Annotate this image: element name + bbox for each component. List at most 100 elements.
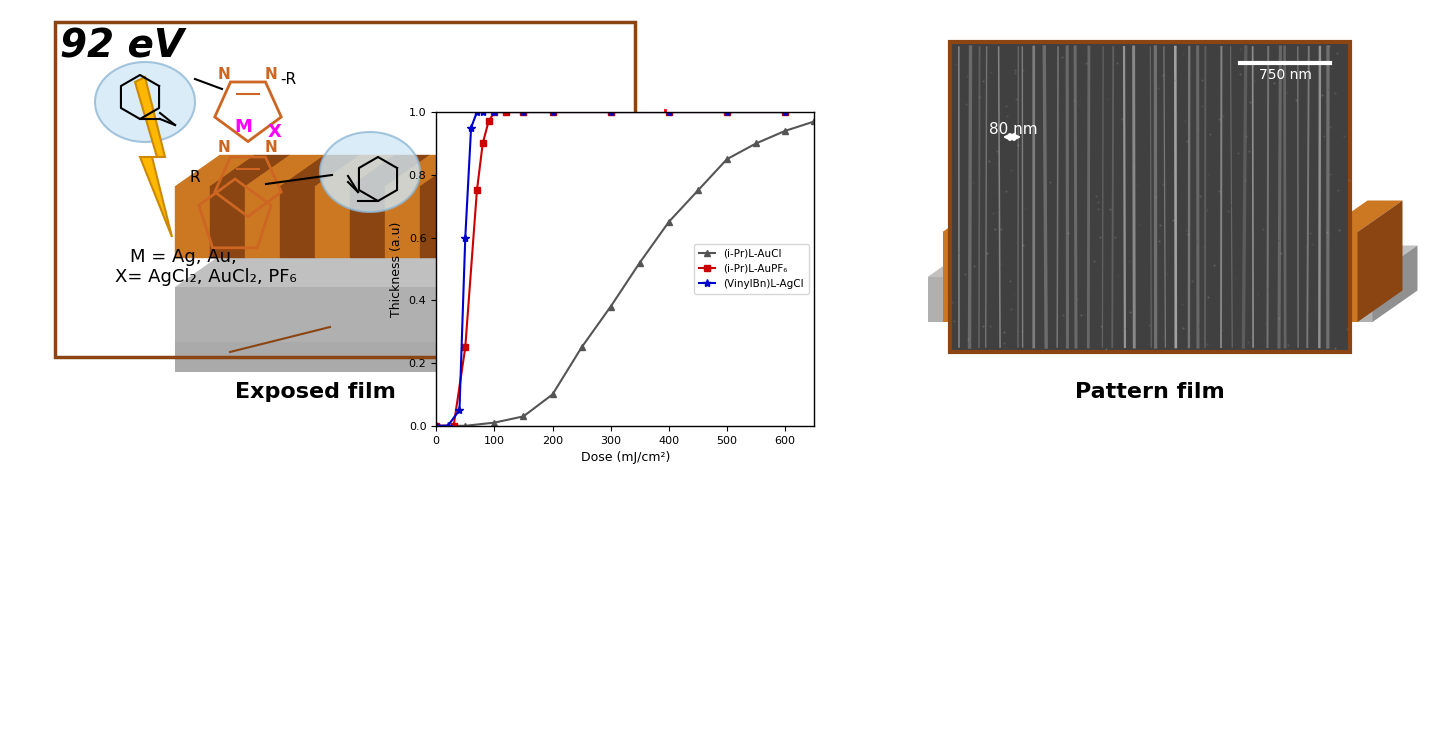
(VinylBn)L-AgCl [462, 123, 480, 132]
Y-axis label: Thickness (a.u): Thickness (a.u) [390, 221, 403, 317]
(i-Pr)L-AuPF₆ [602, 108, 619, 117]
(i-Pr)L-AuPF₆ [660, 108, 678, 117]
(VinylBn)L-AgCl [439, 421, 457, 430]
Polygon shape [1133, 200, 1213, 232]
Polygon shape [246, 187, 281, 257]
Polygon shape [1373, 246, 1418, 322]
Circle shape [683, 296, 715, 328]
(i-Pr)L-AuCl [427, 421, 445, 430]
Polygon shape [350, 187, 385, 257]
Polygon shape [174, 187, 209, 257]
Polygon shape [209, 187, 246, 257]
Polygon shape [385, 155, 465, 187]
Polygon shape [385, 187, 420, 257]
Polygon shape [455, 255, 500, 342]
Polygon shape [174, 317, 455, 372]
(i-Pr)L-AuPF₆ [486, 108, 503, 117]
Ellipse shape [320, 132, 420, 212]
Text: N: N [265, 67, 278, 82]
(VinylBn)L-AgCl [468, 108, 486, 117]
Line: (i-Pr)L-AuPF₆: (i-Pr)L-AuPF₆ [433, 109, 788, 429]
Polygon shape [246, 155, 326, 187]
(i-Pr)L-AuCl [457, 421, 474, 430]
(VinylBn)L-AgCl [486, 108, 503, 117]
(i-Pr)L-AuPF₆ [497, 108, 515, 117]
Text: -R: -R [281, 72, 297, 87]
Text: 92 eV: 92 eV [60, 27, 185, 65]
Polygon shape [420, 187, 455, 257]
Polygon shape [174, 155, 254, 187]
Polygon shape [420, 155, 500, 187]
(VinylBn)L-AgCl [718, 108, 736, 117]
(i-Pr)L-AuCl [689, 186, 707, 195]
Line: (i-Pr)L-AuCl: (i-Pr)L-AuCl [433, 119, 817, 429]
Text: N: N [218, 140, 231, 155]
(i-Pr)L-AuPF₆ [445, 421, 462, 430]
Polygon shape [1323, 232, 1358, 322]
Legend: (i-Pr)L-AuCl, (i-Pr)L-AuPF₆, (VinylBn)L-AgCl: (i-Pr)L-AuCl, (i-Pr)L-AuPF₆, (VinylBn)L-… [694, 244, 808, 294]
Polygon shape [316, 187, 350, 257]
(i-Pr)L-AuPF₆ [718, 108, 736, 117]
(VinylBn)L-AgCl [660, 108, 678, 117]
Text: M = Ag, Au,: M = Ag, Au, [129, 248, 237, 266]
(i-Pr)L-AuPF₆ [468, 186, 486, 195]
(VinylBn)L-AgCl [776, 108, 794, 117]
(i-Pr)L-AuCl [573, 343, 590, 352]
(VinylBn)L-AgCl [515, 108, 532, 117]
Polygon shape [1227, 200, 1307, 232]
Text: N: N [218, 67, 231, 82]
Polygon shape [664, 227, 790, 287]
(i-Pr)L-AuCl [747, 139, 765, 148]
(i-Pr)L-AuPF₆ [427, 421, 445, 430]
Polygon shape [928, 246, 1418, 277]
(VinylBn)L-AgCl [451, 406, 468, 415]
FancyBboxPatch shape [688, 142, 712, 312]
(i-Pr)L-AuCl [486, 418, 503, 427]
Polygon shape [1262, 200, 1307, 322]
(VinylBn)L-AgCl [544, 108, 561, 117]
Polygon shape [174, 287, 455, 342]
(i-Pr)L-AuPF₆ [544, 108, 561, 117]
X-axis label: Dose (mJ/cm²): Dose (mJ/cm²) [580, 451, 670, 464]
Polygon shape [174, 255, 500, 287]
Text: M: M [234, 118, 252, 136]
Bar [949, 42, 1349, 352]
Text: Exposed film: Exposed film [234, 382, 395, 402]
Text: Pattern film: Pattern film [1075, 382, 1224, 402]
Polygon shape [174, 285, 500, 317]
(VinylBn)L-AgCl [602, 108, 619, 117]
Text: X= AgCl₂, AuCl₂, PF₆: X= AgCl₂, AuCl₂, PF₆ [115, 268, 297, 286]
Polygon shape [928, 277, 1373, 322]
(VinylBn)L-AgCl [427, 421, 445, 430]
(i-Pr)L-AuCl [544, 390, 561, 399]
(i-Pr)L-AuCl [515, 412, 532, 421]
(i-Pr)L-AuPF₆ [474, 139, 491, 148]
(VinylBn)L-AgCl [457, 233, 474, 242]
Polygon shape [1227, 232, 1262, 322]
(i-Pr)L-AuCl [776, 126, 794, 135]
Polygon shape [1038, 200, 1118, 232]
(i-Pr)L-AuCl [806, 117, 823, 126]
(VinylBn)L-AgCl [474, 108, 491, 117]
Text: R: R [189, 170, 201, 185]
Text: X: X [268, 123, 282, 141]
(i-Pr)L-AuCl [718, 155, 736, 164]
Polygon shape [455, 285, 500, 372]
(i-Pr)L-AuPF₆ [515, 108, 532, 117]
Text: 750 nm: 750 nm [1259, 68, 1312, 82]
Polygon shape [135, 77, 172, 237]
Polygon shape [942, 200, 1022, 232]
Polygon shape [1133, 232, 1168, 322]
Polygon shape [1323, 200, 1403, 232]
Ellipse shape [95, 62, 195, 142]
Polygon shape [350, 155, 430, 187]
Polygon shape [942, 232, 977, 322]
Text: 80 nm: 80 nm [989, 122, 1037, 137]
Polygon shape [281, 155, 361, 187]
(i-Pr)L-AuCl [660, 217, 678, 226]
(i-Pr)L-AuPF₆ [480, 117, 497, 126]
Polygon shape [1073, 200, 1118, 322]
(i-Pr)L-AuPF₆ [457, 343, 474, 352]
Polygon shape [977, 200, 1022, 322]
Line: (VinylBn)L-AgCl: (VinylBn)L-AgCl [432, 108, 790, 430]
